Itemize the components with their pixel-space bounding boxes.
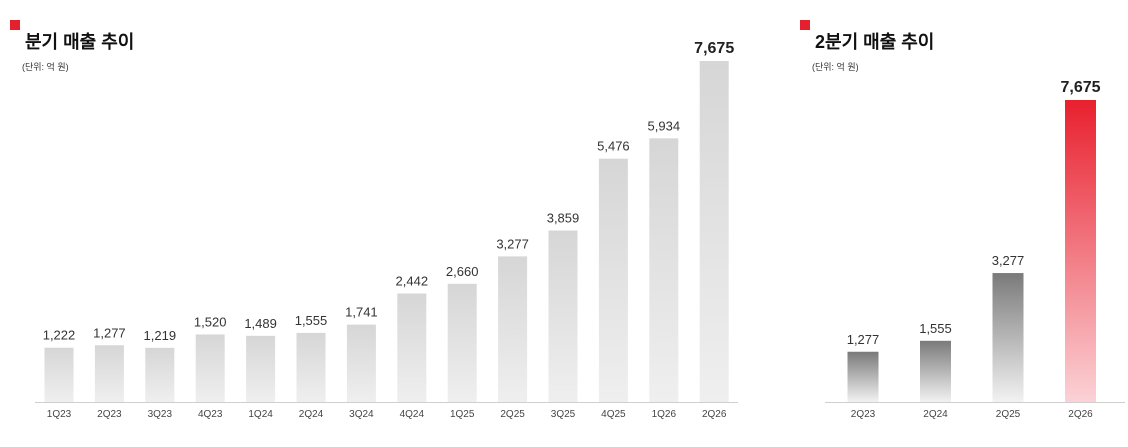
value-label-4Q25: 5,476	[597, 139, 630, 154]
value-label-2Q23: 1,277	[93, 325, 126, 340]
x-tick-2Q23: 2Q23	[97, 409, 122, 420]
q2-sales-chart: 1,277 2Q23 1,555 2Q24 3,277 2Q25 7,675 2Q26	[825, 79, 1125, 420]
bar-2Q26	[1065, 100, 1096, 402]
value-label-2Q25: 3,277	[496, 236, 529, 251]
value-label-3Q25: 3,859	[547, 211, 580, 226]
bar-1Q26	[649, 138, 679, 402]
bar-3Q24	[346, 324, 376, 402]
bar-1Q24	[246, 335, 276, 402]
x-tick-1Q23: 1Q23	[47, 409, 72, 420]
q2-sales-panel: 2분기 매출 추이 (단위: 억 원) 1,277 2Q23 1,555 2Q24 3,…	[790, 0, 1128, 447]
value-label-2Q24: 1,555	[919, 321, 952, 336]
x-tick-4Q24: 4Q24	[400, 409, 425, 420]
quarterly-sales-chart: 1,222 1Q23 1,277 2Q23 1,219 3Q23 1,520 4Q23 1,48…	[35, 40, 738, 420]
quarterly-chart-title: 분기 매출 추이	[25, 32, 135, 52]
value-label-2Q25: 3,277	[992, 253, 1025, 268]
bar-2Q24	[296, 332, 326, 402]
value-label-4Q23: 1,520	[194, 314, 227, 329]
value-label-3Q24: 1,741	[345, 305, 378, 320]
x-tick-2Q25: 2Q25	[500, 409, 525, 420]
x-tick-2Q23: 2Q23	[851, 409, 876, 420]
q2-chart-title: 2분기 매출 추이	[815, 32, 935, 52]
quarterly-unit-label: (단위: 억 원)	[22, 62, 69, 72]
x-tick-4Q25: 4Q25	[601, 409, 626, 420]
value-label-2Q26: 7,675	[1060, 79, 1100, 96]
value-label-1Q24: 1,489	[244, 316, 277, 331]
x-tick-2Q26: 2Q26	[1068, 409, 1093, 420]
x-tick-1Q25: 1Q25	[450, 409, 475, 420]
value-label-1Q26: 5,934	[648, 118, 681, 133]
x-tick-2Q24: 2Q24	[923, 409, 948, 420]
bar-2Q26	[699, 61, 729, 402]
bar-2Q23	[94, 345, 124, 402]
x-tick-3Q24: 3Q24	[349, 409, 374, 420]
bar-3Q25	[548, 230, 578, 402]
bar-4Q25	[598, 158, 628, 402]
x-tick-1Q26: 1Q26	[652, 409, 677, 420]
value-label-1Q25: 2,660	[446, 264, 479, 279]
bar-1Q23	[44, 347, 74, 402]
x-tick-3Q23: 3Q23	[148, 409, 173, 420]
x-tick-4Q23: 4Q23	[198, 409, 223, 420]
value-label-4Q24: 2,442	[396, 274, 429, 289]
bar-2Q24	[920, 340, 951, 402]
bar-2Q25	[498, 256, 528, 402]
x-tick-3Q25: 3Q25	[551, 409, 576, 420]
q2-unit-label: (단위: 억 원)	[812, 62, 859, 72]
x-tick-2Q26: 2Q26	[702, 409, 727, 420]
value-label-2Q26: 7,675	[694, 40, 734, 57]
value-label-2Q23: 1,277	[847, 332, 880, 347]
quarterly-sales-panel: 분기 매출 추이 (단위: 억 원) 1,222 1Q23 1,277 2Q23 1,2…	[10, 20, 738, 420]
value-label-1Q23: 1,222	[43, 328, 76, 343]
title-marker-icon	[10, 20, 20, 30]
title-marker-icon	[800, 20, 810, 30]
value-label-3Q23: 1,219	[144, 328, 177, 343]
bar-3Q23	[145, 347, 175, 402]
bar-2Q23	[847, 351, 879, 402]
x-tick-1Q24: 1Q24	[248, 409, 273, 420]
bar-2Q25	[992, 273, 1024, 402]
x-tick-2Q25: 2Q25	[996, 409, 1021, 420]
bar-4Q23	[195, 334, 225, 402]
value-label-2Q24: 1,555	[295, 313, 328, 328]
x-tick-2Q24: 2Q24	[299, 409, 324, 420]
bar-1Q25	[447, 283, 477, 402]
bar-4Q24	[397, 293, 427, 402]
